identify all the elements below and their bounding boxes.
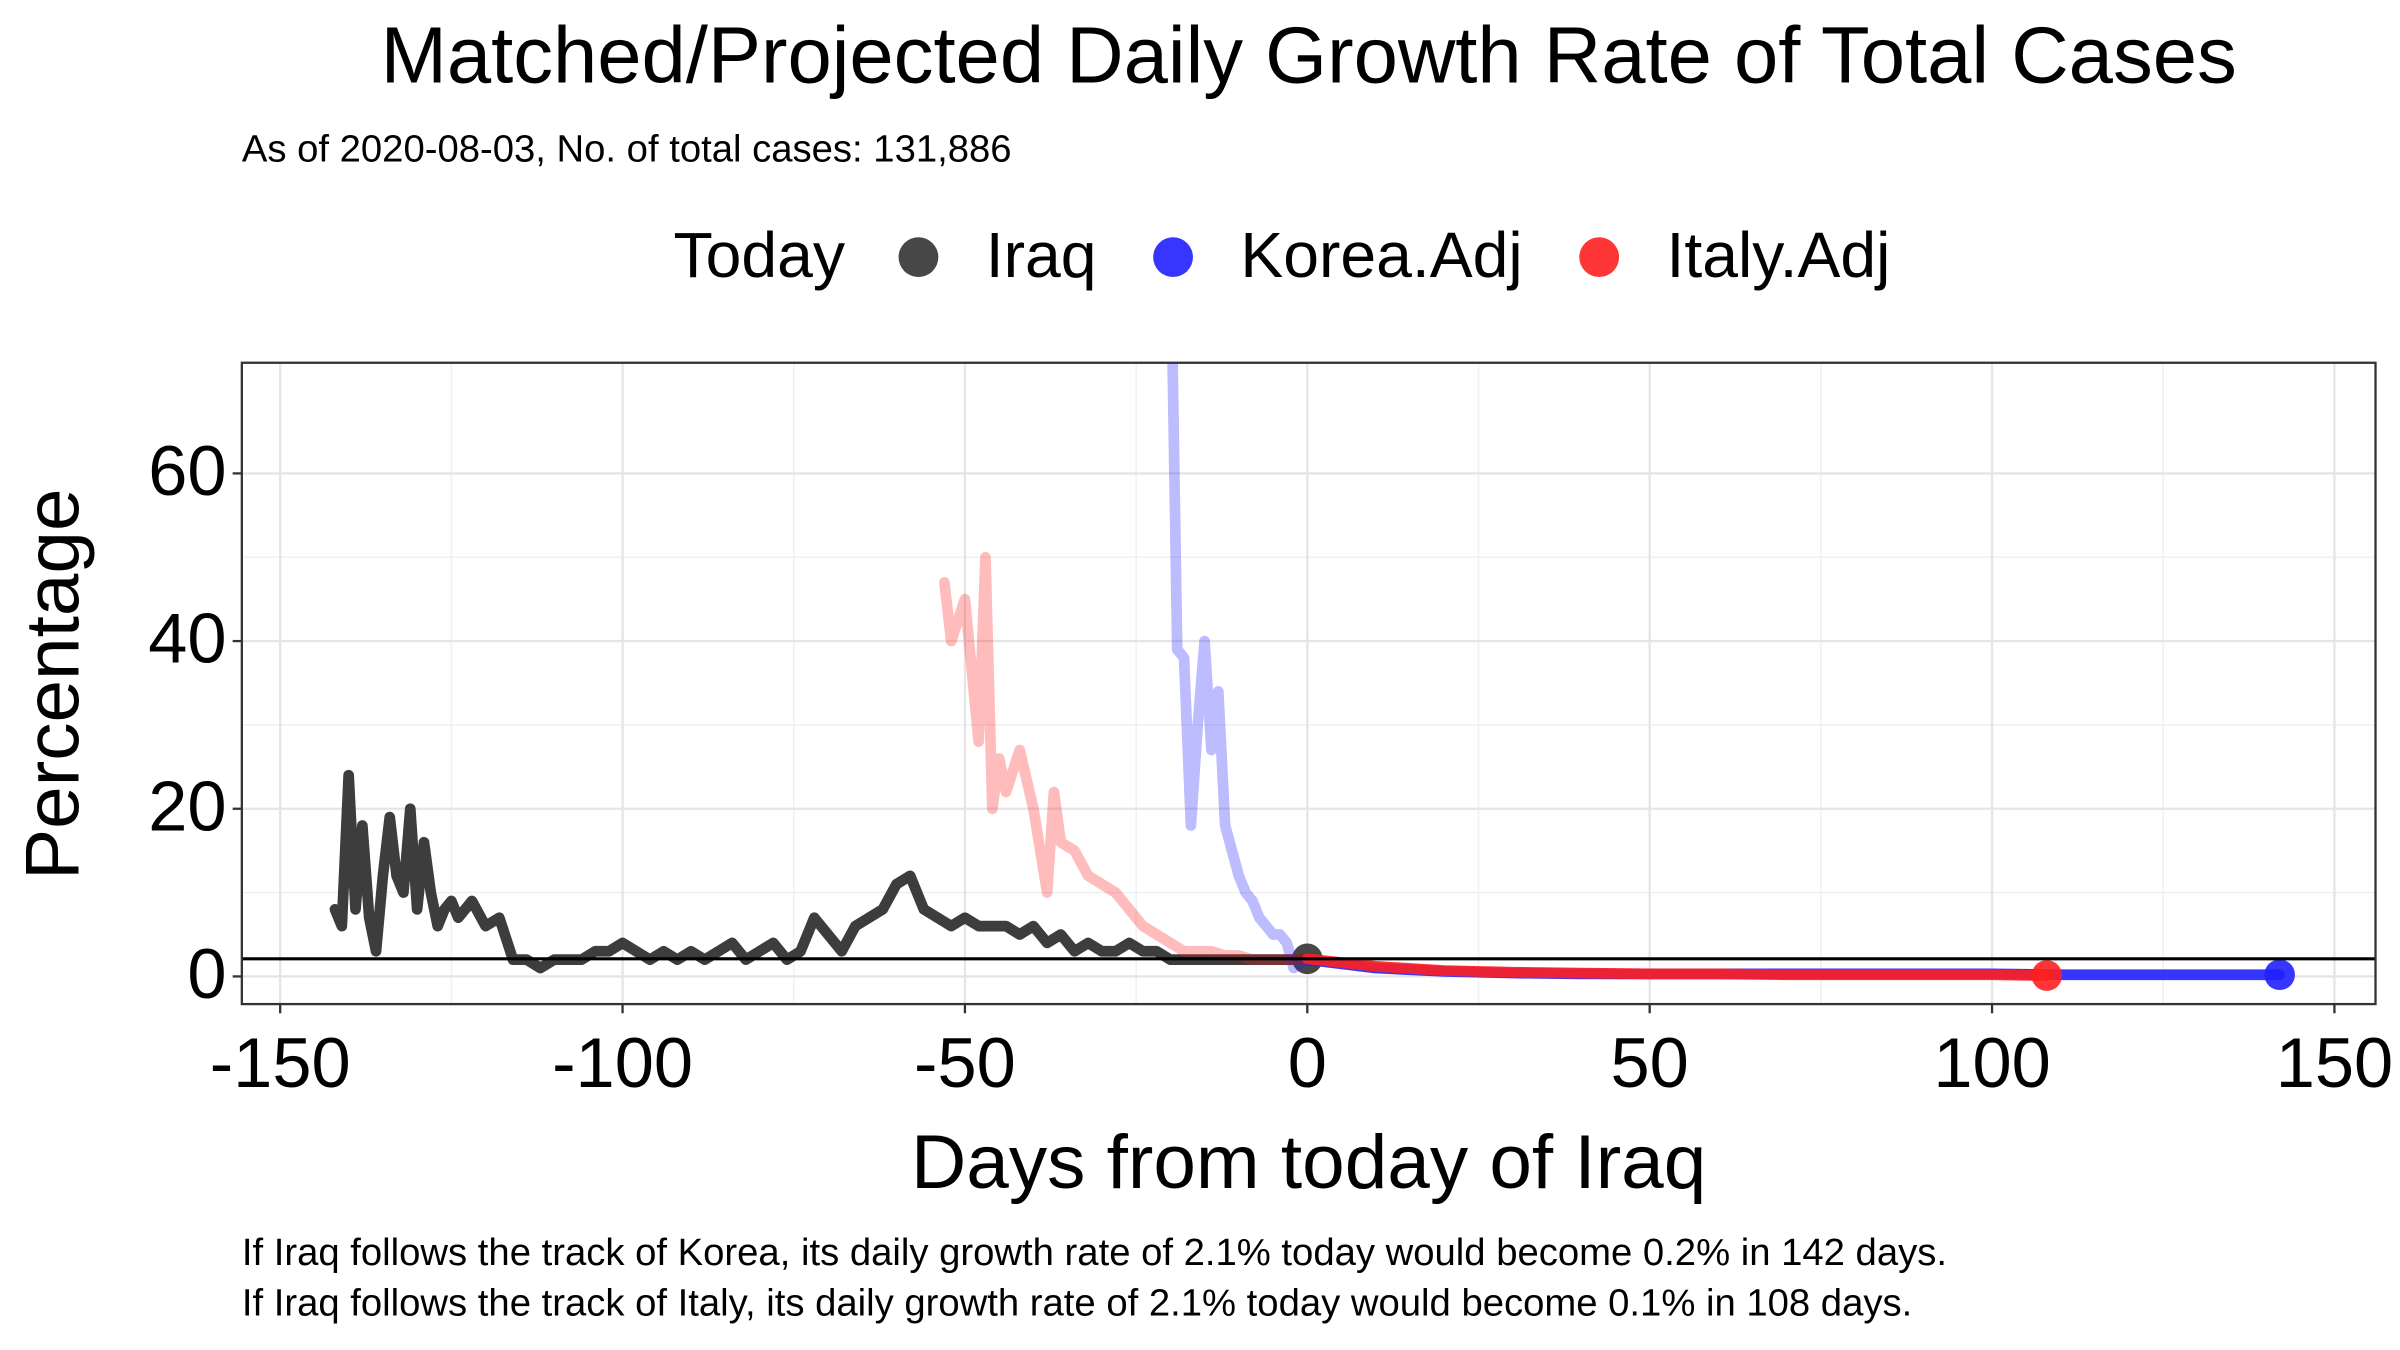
line-past <box>939 551 1313 966</box>
legend-marker <box>1153 237 1193 278</box>
x-tick-label: 100 <box>1933 1023 2050 1102</box>
chart-subtitle: As of 2020-08-03, No. of total cases: 13… <box>242 128 1012 171</box>
legend-label: Iraq <box>986 219 1097 291</box>
axes: -150 -100 -50 0 50 100 150 0 20 40 60 <box>148 431 2393 1102</box>
grid <box>241 362 2376 1005</box>
annotation: If Iraq follows the track of Korea, its … <box>242 1231 1947 1274</box>
x-axis-title: Days from today of Iraq <box>911 1120 1706 1205</box>
legend-marker <box>1579 237 1620 278</box>
y-tick-label: 0 <box>187 934 226 1013</box>
chart-title: Matched/Projected Daily Growth Rate of T… <box>381 10 2237 99</box>
y-axis-title: Percentage <box>10 489 95 880</box>
x-tick-label: 50 <box>1611 1023 1689 1102</box>
legend-marker <box>898 237 939 278</box>
annotation: If Iraq follows the track of Italy, its … <box>242 1282 1912 1325</box>
lines <box>241 362 2376 991</box>
x-tick-label: -100 <box>552 1023 693 1102</box>
line-projected <box>1301 953 2053 981</box>
y-tick-label: 40 <box>148 599 226 678</box>
y-tick-label: 20 <box>148 766 226 845</box>
x-tick-label: 0 <box>1288 1023 1327 1102</box>
x-tick-label: 150 <box>2276 1023 2393 1102</box>
end-point <box>2264 959 2295 991</box>
x-tick-label: -150 <box>210 1023 351 1102</box>
line-past <box>329 769 1313 974</box>
line-past <box>1167 362 1313 974</box>
legend: Today Iraq Korea.Adj Italy.Adj <box>673 219 1890 291</box>
legend-label: Italy.Adj <box>1667 219 1891 291</box>
plot-border <box>240 361 2377 1006</box>
plot-area <box>241 362 2376 1005</box>
end-point <box>2031 960 2063 991</box>
y-tick-label: 60 <box>148 431 226 510</box>
x-tick-label: -50 <box>914 1023 1016 1102</box>
legend-title: Today <box>673 219 845 291</box>
legend-label: Korea.Adj <box>1240 219 1522 291</box>
